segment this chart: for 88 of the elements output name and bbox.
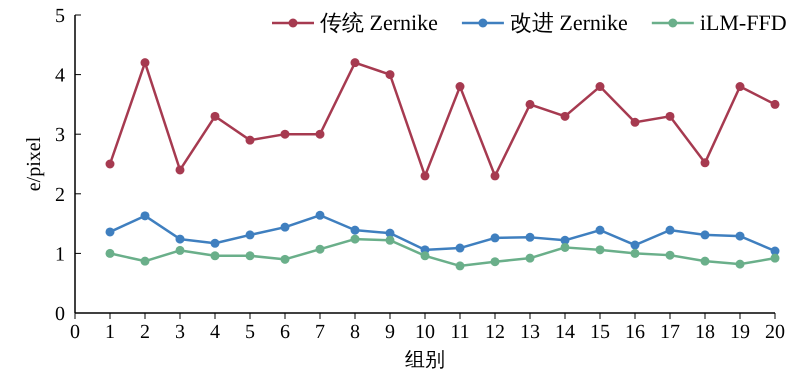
- x-tick-label: 17: [660, 321, 680, 343]
- point: [280, 130, 290, 139]
- point: [456, 261, 464, 270]
- point: [140, 211, 150, 220]
- point: [280, 222, 290, 232]
- point: [596, 82, 604, 92]
- y-tick-label: 5: [55, 5, 65, 27]
- point: [386, 236, 394, 245]
- point: [386, 70, 394, 80]
- x-tick-label: 3: [175, 321, 185, 343]
- point: [736, 232, 744, 241]
- x-tick-label: 9: [385, 321, 395, 343]
- x-tick-label: 13: [520, 321, 540, 343]
- point: [700, 230, 710, 240]
- point: [560, 112, 570, 121]
- point: [246, 230, 254, 240]
- point: [350, 226, 360, 235]
- point: [526, 100, 534, 109]
- point: [106, 248, 114, 258]
- point: [316, 130, 324, 139]
- point: [490, 171, 500, 180]
- point: [630, 118, 640, 127]
- x-tick-label: 20: [765, 321, 785, 343]
- point: [350, 58, 360, 68]
- x-tick-label: 19: [730, 321, 750, 343]
- x-tick-label: 15: [590, 321, 610, 343]
- point: [596, 226, 604, 235]
- point: [666, 226, 674, 235]
- x-tick-label: 14: [555, 321, 575, 343]
- point: [490, 233, 500, 242]
- point: [736, 82, 744, 92]
- point: [246, 251, 254, 260]
- y-tick-label: 0: [55, 303, 65, 325]
- point: [420, 251, 430, 260]
- point: [140, 256, 150, 266]
- point: [176, 165, 184, 174]
- point: [280, 254, 290, 264]
- point: [630, 240, 640, 250]
- point: [630, 248, 640, 258]
- point: [176, 234, 184, 244]
- point: [770, 254, 780, 263]
- point: [316, 244, 324, 254]
- point: [456, 82, 464, 92]
- x-tick-label: 7: [315, 321, 325, 343]
- x-tick-label: 2: [140, 321, 150, 343]
- x-tick-label: 11: [450, 321, 470, 343]
- legend-label: iLM-FFD: [700, 10, 787, 35]
- point: [456, 244, 464, 253]
- point: [246, 136, 254, 145]
- point: [700, 158, 710, 168]
- point: [210, 251, 220, 260]
- point: [700, 256, 710, 266]
- point: [350, 234, 360, 244]
- point: [560, 242, 570, 252]
- x-tick-label: 5: [245, 321, 255, 343]
- x-tick-label: 4: [210, 321, 220, 343]
- point: [770, 100, 780, 109]
- x-tick-label: 8: [350, 321, 360, 343]
- legend-label: 改进 Zernike: [510, 10, 628, 35]
- point: [210, 112, 220, 121]
- point: [420, 171, 430, 180]
- point: [526, 232, 534, 242]
- point: [490, 257, 500, 266]
- point: [596, 245, 604, 254]
- point: [106, 160, 114, 168]
- y-axis-title: e/pixel: [23, 136, 45, 192]
- point: [526, 254, 534, 263]
- point: [666, 112, 674, 121]
- legend-label: 传统 Zernike: [320, 10, 438, 35]
- y-tick-label: 3: [55, 124, 65, 146]
- x-tick-label: 0: [70, 321, 80, 343]
- y-tick-label: 1: [55, 243, 65, 266]
- y-tick-label: 2: [55, 184, 65, 206]
- point: [210, 238, 220, 248]
- y-tick-label: 4: [55, 64, 65, 87]
- point: [176, 246, 184, 255]
- point: [666, 250, 674, 260]
- x-axis-title: 组别: [405, 349, 445, 371]
- point: [106, 227, 114, 236]
- point: [140, 58, 150, 68]
- x-tick-label: 12: [485, 321, 505, 343]
- x-tick-label: 6: [280, 321, 290, 343]
- x-tick-label: 18: [695, 321, 715, 343]
- x-tick-label: 16: [625, 321, 645, 343]
- point: [736, 260, 744, 269]
- x-tick-label: 10: [415, 321, 435, 343]
- point: [316, 210, 324, 220]
- x-tick-label: 1: [105, 321, 115, 343]
